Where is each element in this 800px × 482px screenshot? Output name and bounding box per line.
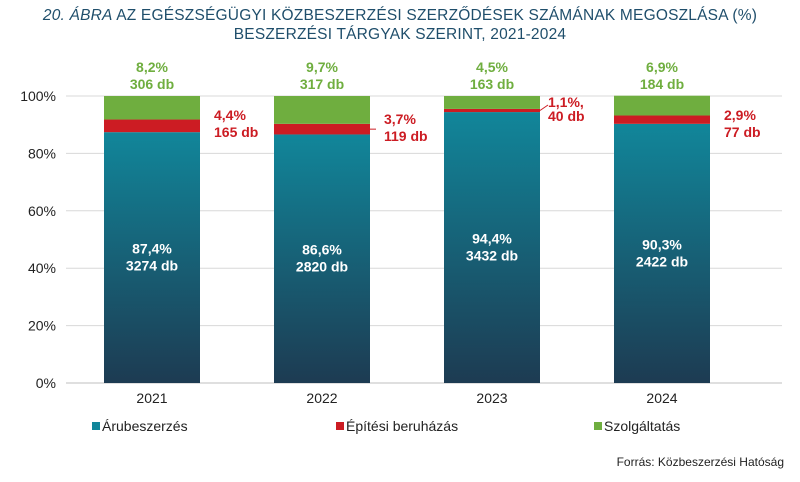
bar-epitesi-beruhazas bbox=[444, 108, 540, 113]
title-line-2: BESZERZÉSI TÁRGYAK SZERINT, 2021-2024 bbox=[233, 26, 567, 43]
data-label-arubeszerzes-pct: 86,6% bbox=[302, 242, 342, 258]
data-label-arubeszerzes-pct: 94,4% bbox=[472, 231, 512, 247]
y-tick-label: 20% bbox=[28, 318, 56, 334]
data-label-epitesi-pct: 4,4% bbox=[214, 107, 246, 123]
y-tick-label: 60% bbox=[28, 203, 56, 219]
data-label-szolgaltatas-count: 163 db bbox=[470, 76, 514, 92]
source-note: Forrás: Közbeszerzési Hatóság bbox=[616, 455, 784, 469]
data-label-arubeszerzes-count: 3274 db bbox=[126, 258, 178, 274]
x-tick-label: 2022 bbox=[306, 390, 337, 406]
y-tick-label: 0% bbox=[36, 375, 56, 391]
data-label-epitesi-pct: 2,9% bbox=[724, 107, 756, 123]
bar-szolgaltatas bbox=[614, 95, 710, 116]
data-label-szolgaltatas-pct: 6,9% bbox=[646, 59, 678, 75]
bar-szolgaltatas bbox=[274, 96, 370, 124]
bar-epitesi-beruhazas bbox=[104, 119, 200, 133]
y-tick-label: 80% bbox=[28, 145, 56, 161]
y-tick-label: 100% bbox=[20, 88, 56, 104]
title-line-1: 20. ÁBRA AZ EGÉSZSÉGÜGYI KÖZBESZERZÉSI S… bbox=[0, 6, 800, 25]
data-label-epitesi-count: 119 db bbox=[384, 128, 428, 144]
title-line-1-text: AZ EGÉSZSÉGÜGYI KÖZBESZERZÉSI SZERZŐDÉSE… bbox=[112, 7, 758, 24]
data-label-szolgaltatas-count: 306 db bbox=[130, 76, 174, 92]
legend-label: Építési beruházás bbox=[346, 418, 458, 434]
data-label-arubeszerzes-pct: 87,4% bbox=[132, 241, 172, 257]
data-label-szolgaltatas-pct: 8,2% bbox=[136, 59, 168, 75]
data-label-arubeszerzes-count: 2422 db bbox=[636, 253, 688, 269]
legend-label: Árubeszerzés bbox=[102, 418, 188, 434]
legend-swatch bbox=[92, 422, 100, 430]
legend-swatch bbox=[336, 422, 344, 430]
bar-arubeszerzes bbox=[614, 123, 710, 384]
x-tick-label: 2024 bbox=[646, 390, 677, 406]
data-label-szolgaltatas-pct: 9,7% bbox=[306, 59, 338, 75]
data-label-epitesi-count: 165 db bbox=[214, 124, 258, 140]
legend-label: Szolgáltatás bbox=[604, 418, 680, 434]
data-label-epitesi-count: 40 db bbox=[548, 108, 585, 124]
leader-line bbox=[539, 104, 549, 111]
chart-title: 20. ÁBRA AZ EGÉSZSÉGÜGYI KÖZBESZERZÉSI S… bbox=[0, 6, 800, 44]
data-label-epitesi-count: 77 db bbox=[724, 124, 761, 140]
data-label-arubeszerzes-count: 3432 db bbox=[466, 248, 518, 264]
data-label-epitesi-pct: 3,7% bbox=[384, 111, 416, 127]
data-label-szolgaltatas-pct: 4,5% bbox=[476, 59, 508, 75]
bar-szolgaltatas bbox=[104, 96, 200, 120]
legend-swatch bbox=[594, 422, 602, 430]
figure-label: 20. ÁBRA bbox=[42, 7, 113, 24]
bar-arubeszerzes bbox=[104, 132, 200, 383]
bar-arubeszerzes bbox=[274, 134, 370, 383]
bar-epitesi-beruhazas bbox=[614, 115, 710, 124]
y-tick-label: 40% bbox=[28, 260, 56, 276]
data-label-arubeszerzes-count: 2820 db bbox=[296, 259, 348, 275]
data-label-szolgaltatas-count: 317 db bbox=[300, 76, 344, 92]
data-label-arubeszerzes-pct: 90,3% bbox=[642, 236, 682, 252]
bar-epitesi-beruhazas bbox=[274, 123, 370, 135]
bar-arubeszerzes bbox=[444, 112, 540, 384]
data-label-epitesi-pct: 1,1%, bbox=[548, 94, 584, 110]
x-tick-label: 2021 bbox=[136, 390, 167, 406]
x-tick-label: 2023 bbox=[476, 390, 507, 406]
bar-szolgaltatas bbox=[444, 96, 540, 109]
data-label-szolgaltatas-count: 184 db bbox=[640, 76, 684, 92]
